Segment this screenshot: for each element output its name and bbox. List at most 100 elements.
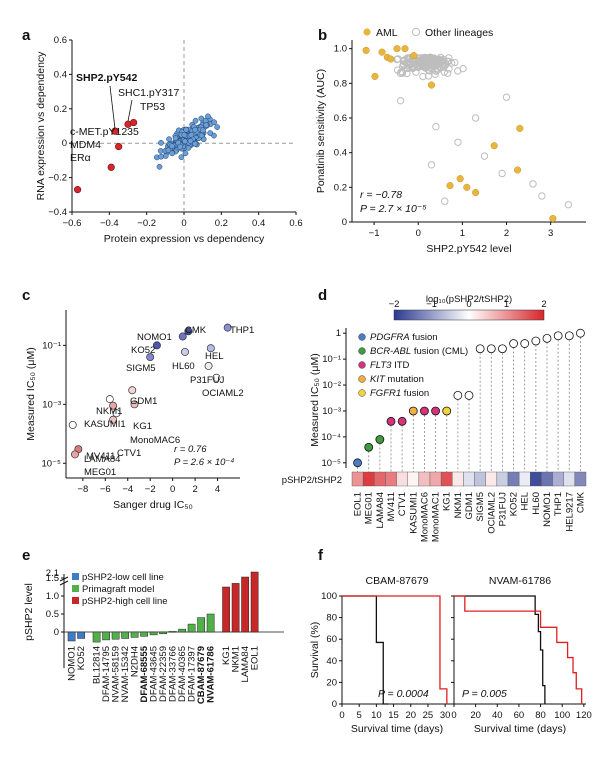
c-point-label-lama84: LAMA84 — [84, 454, 120, 465]
d-cell-label: LAMA84 — [375, 492, 386, 528]
c-point — [109, 401, 118, 410]
b-other-point — [441, 197, 449, 205]
b-aml-point — [456, 175, 464, 183]
b-aml-point — [472, 188, 480, 197]
a-xtick-label: −0.2 — [137, 218, 156, 229]
a-xtick-label: 0 — [181, 218, 186, 229]
b-aml-point — [516, 124, 524, 132]
d-heat-cell — [530, 471, 542, 487]
b-other-point — [419, 72, 427, 81]
a-point — [214, 124, 221, 130]
a-label-shp2: SHP2.pY542 — [76, 72, 137, 84]
d-heat-cell — [574, 471, 587, 487]
a-point — [168, 143, 175, 149]
d-colorbar-tick: −2 — [389, 299, 400, 310]
a-point — [158, 153, 165, 160]
c-point — [181, 347, 189, 356]
c-point — [130, 400, 139, 409]
d-heat-cell — [563, 471, 576, 487]
c-ylabel: Measured IC₅₀ (μM) — [25, 347, 37, 440]
d-ytick-label: 10⁻² — [322, 380, 341, 391]
e-bar — [102, 631, 110, 641]
b-other-point — [427, 161, 436, 169]
a-ytick-label: −0.4 — [48, 207, 67, 218]
c-point — [71, 450, 79, 459]
d-cell-label: MV411 — [386, 492, 397, 521]
b-xtick-label: −1 — [369, 228, 380, 239]
a-xlabel: Protein expression vs dependency — [104, 233, 265, 245]
b-xtick-label: 3 — [548, 228, 553, 239]
b-other-point — [426, 53, 434, 62]
f-plot-title: CBAM-87679 — [365, 575, 428, 587]
a-point — [200, 127, 206, 134]
f-series-vehicle — [454, 595, 546, 704]
e-ylabel: pSHP2 level — [23, 583, 35, 641]
a-point — [207, 130, 214, 136]
c-point — [204, 362, 213, 370]
f-pvalue: P = 0.0004 — [378, 688, 429, 700]
c-point — [128, 386, 137, 395]
c-point-label-hel: HEL — [205, 351, 223, 362]
a-ytick-label: 0.2 — [54, 104, 67, 115]
d-point — [553, 331, 563, 341]
a-point — [192, 140, 198, 147]
d-cell-label: EOL1 — [353, 492, 364, 516]
a-xtick-label: −0.4 — [100, 218, 119, 229]
d-heat-cell — [407, 471, 420, 487]
c-point-label-p31fuj: P31FUJ — [190, 375, 225, 386]
b-other-point — [451, 58, 459, 67]
c-xtick-label: −6 — [100, 484, 111, 495]
d-heat-cell — [362, 471, 375, 487]
c-xlabel: Sanger drug IC₅₀ — [113, 499, 193, 511]
f-ytick-label: 20 — [326, 677, 337, 688]
a-point — [169, 150, 176, 157]
f-xtick-label: 100 — [554, 710, 570, 721]
d-cell-label: CTV1 — [397, 492, 408, 516]
d-point — [464, 391, 474, 400]
b-stat-r: r = −0.78 — [360, 189, 402, 201]
e-ytick-label: 0.5 — [46, 609, 59, 620]
c-point — [146, 353, 155, 362]
b-aml-point — [463, 183, 471, 191]
e-bar — [92, 631, 101, 643]
c-xtick-label: 4 — [215, 484, 220, 495]
e-category-label: NOMO1 — [67, 646, 78, 681]
a-point — [182, 138, 188, 145]
e-bar — [168, 631, 177, 633]
f-xtick-label: 0 — [339, 710, 344, 721]
panel-label-d: d — [318, 287, 327, 304]
f-xlabel: Survival time (days) — [474, 723, 566, 735]
d-heat-cell — [452, 471, 464, 487]
panel-label-c: c — [22, 287, 30, 304]
e-bar — [67, 631, 76, 642]
e-category-label: DFAM-17397 — [187, 646, 198, 702]
e-bar — [187, 623, 196, 633]
a-point — [192, 126, 198, 133]
a-point — [166, 136, 172, 142]
b-other-point — [502, 93, 511, 101]
e-category-label: DFAM-14795 — [101, 646, 112, 702]
c-point-label-ociaml2: OCIAML2 — [202, 388, 244, 399]
a-point — [185, 145, 192, 151]
b-ytick-label: 0.2 — [334, 182, 347, 193]
a-point — [205, 113, 211, 120]
e-category-label: NVAM-61786 — [206, 646, 217, 703]
b-aml-point — [410, 52, 418, 60]
a-point — [192, 117, 199, 124]
b-xlabel: SHP2.pY542 level — [426, 243, 511, 255]
a-point — [187, 138, 194, 144]
d-cell-label: NOMO1 — [542, 492, 553, 527]
e-bar — [241, 576, 249, 633]
b-ytick-label: 0.4 — [334, 148, 347, 159]
b-other-point — [440, 58, 448, 66]
b-aml-point — [387, 55, 395, 63]
c-point-label-thp1: THP1 — [230, 325, 254, 336]
d-legend-label: PDGFRA fusion — [370, 332, 438, 343]
a-label-cmet: c-MET.pY1235 — [70, 126, 139, 138]
d-cell-label: MEG01 — [364, 492, 375, 524]
f-xtick-label: 0 — [451, 710, 456, 721]
c-point-label-meg01: MEG01 — [84, 467, 116, 478]
c-point — [109, 415, 118, 424]
d-heat-cell — [507, 471, 520, 487]
b-aml-point — [490, 142, 498, 150]
